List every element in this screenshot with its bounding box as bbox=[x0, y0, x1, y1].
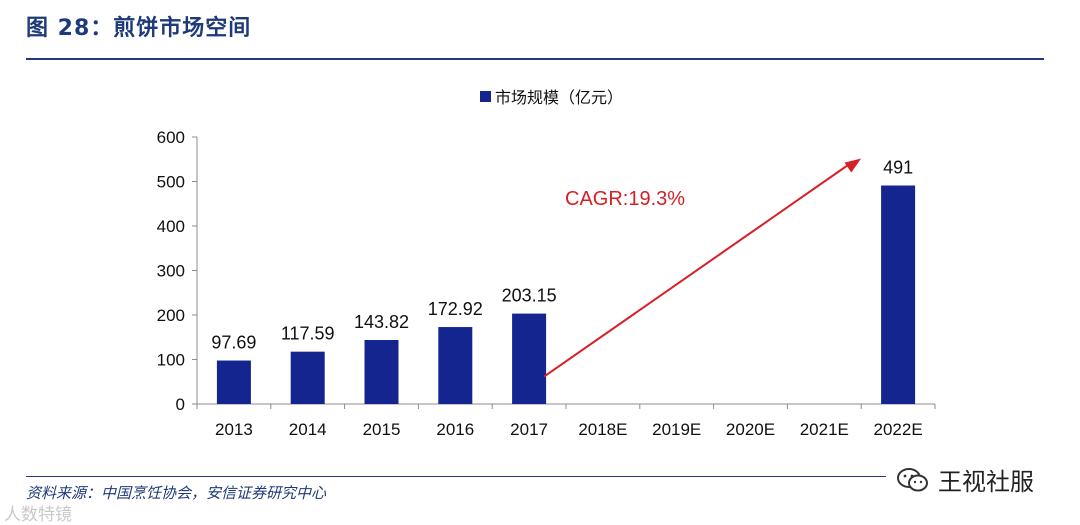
source-note: 资料来源：中国烹饪协会，安信证券研究中心 bbox=[26, 484, 327, 502]
x-tick-label: 2019E bbox=[652, 420, 701, 439]
bar bbox=[438, 327, 473, 404]
cagr-arrow-head bbox=[844, 158, 862, 173]
title-divider bbox=[26, 58, 1044, 60]
bar bbox=[290, 351, 325, 404]
data-label: 143.82 bbox=[354, 312, 409, 332]
x-tick-label: 2015 bbox=[363, 420, 401, 439]
cagr-label: CAGR:19.3% bbox=[565, 188, 685, 210]
bar bbox=[881, 185, 916, 404]
y-tick-label: 100 bbox=[157, 351, 185, 370]
legend-label: 市场规模（亿元） bbox=[495, 88, 624, 107]
x-tick-label: 2017 bbox=[510, 420, 548, 439]
y-tick-label: 0 bbox=[176, 395, 185, 414]
wechat-icon bbox=[897, 467, 928, 491]
x-tick-label: 2018E bbox=[578, 420, 627, 439]
watermark-right: 王视社服 bbox=[896, 462, 1034, 497]
x-tick-label: 2021E bbox=[800, 420, 849, 439]
bar bbox=[216, 360, 251, 404]
x-tick-label: 2016 bbox=[436, 420, 474, 439]
data-label: 172.92 bbox=[428, 299, 483, 319]
y-tick-label: 400 bbox=[157, 217, 185, 236]
x-tick-label: 2022E bbox=[874, 420, 923, 439]
watermark-right-text: 王视社服 bbox=[938, 468, 1034, 496]
x-tick-label: 2013 bbox=[215, 420, 253, 439]
x-tick-label: 2020E bbox=[726, 420, 775, 439]
x-tick-label: 2014 bbox=[289, 420, 327, 439]
legend-swatch bbox=[480, 90, 491, 102]
data-label: 117.59 bbox=[281, 324, 335, 344]
data-label: 203.15 bbox=[502, 286, 557, 306]
data-label: 491 bbox=[883, 158, 913, 178]
data-label: 97.69 bbox=[211, 333, 256, 353]
bar bbox=[364, 340, 399, 404]
watermark-left: 人数特镜 bbox=[4, 505, 72, 525]
y-tick-label: 600 bbox=[157, 128, 185, 147]
source-divider bbox=[26, 476, 886, 477]
y-tick-label: 300 bbox=[157, 262, 185, 281]
y-tick-label: 200 bbox=[157, 306, 185, 325]
cagr-arrow-line bbox=[543, 160, 854, 378]
chart-legend: 市场规模（亿元） bbox=[480, 84, 623, 108]
bar bbox=[512, 313, 547, 404]
y-tick-label: 500 bbox=[157, 173, 185, 192]
figure-title: 图 28：煎饼市场空间 bbox=[26, 16, 252, 41]
